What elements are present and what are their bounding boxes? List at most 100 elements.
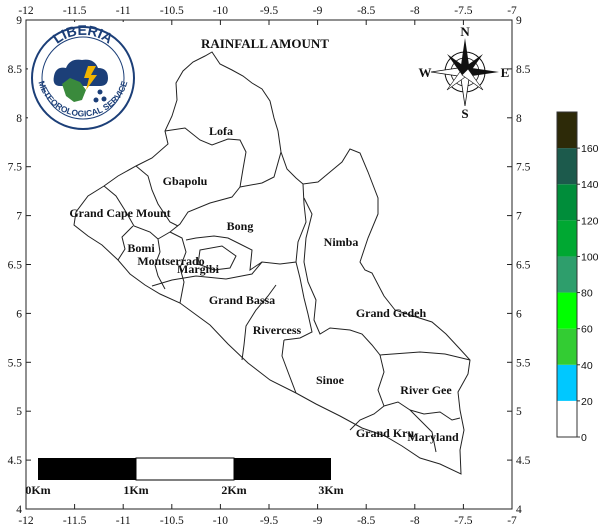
x-tick-label-top: -7.5 bbox=[454, 5, 472, 17]
y-tick-label-right: 6 bbox=[516, 308, 522, 320]
compass-north-label: N bbox=[460, 24, 470, 39]
county-label-grand-bassa: Grand Bassa bbox=[209, 293, 275, 307]
county-border bbox=[151, 261, 263, 287]
county-border bbox=[103, 185, 159, 240]
colorbar-segment bbox=[557, 148, 577, 185]
y-tick-label-right: 9 bbox=[516, 15, 522, 27]
logo-raindrop-icon bbox=[97, 89, 103, 95]
y-tick-label-left: 9 bbox=[16, 15, 22, 27]
county-border bbox=[409, 409, 461, 421]
county-label-sinoe: Sinoe bbox=[316, 373, 345, 387]
y-tick-label-left: 5 bbox=[16, 406, 22, 418]
rainfall-colorbar: 0 20 40 60 80 100 120 140 160 bbox=[556, 111, 599, 444]
county-border bbox=[185, 183, 307, 272]
county-label-bomi: Bomi bbox=[127, 241, 155, 255]
colorbar-label: 60 bbox=[581, 324, 593, 336]
x-tick-label-bottom: -9.5 bbox=[260, 515, 278, 527]
county-border bbox=[164, 127, 282, 188]
scale-label-1: 1Km bbox=[123, 483, 148, 497]
compass-south-label: S bbox=[461, 106, 468, 121]
y-tick-label-left: 6 bbox=[16, 308, 22, 320]
y-tick-label-right: 7.5 bbox=[516, 162, 531, 174]
county-label-nimba: Nimba bbox=[324, 235, 359, 249]
colorbar-segment bbox=[557, 184, 577, 221]
liberia-map bbox=[73, 51, 471, 475]
county-border bbox=[154, 238, 166, 290]
county-border bbox=[117, 225, 134, 261]
county-label-river-gee: River Gee bbox=[400, 383, 452, 397]
y-tick-label-right: 7 bbox=[516, 211, 522, 223]
scale-bar: 0Km 1Km 2Km 3Km bbox=[25, 457, 344, 497]
liberia-meteorological-service-logo: LIBERIA METEOROLOGICAL SERVICE bbox=[28, 22, 138, 134]
colorbar-segment bbox=[557, 292, 577, 329]
colorbar-label: 100 bbox=[581, 251, 599, 263]
county-border bbox=[377, 354, 385, 407]
county-border bbox=[135, 165, 179, 227]
county-label-grand-cape-mount: Grand Cape Mount bbox=[69, 206, 170, 220]
colorbar-label: 0 bbox=[581, 432, 587, 444]
y-tick-label-left: 4 bbox=[16, 504, 22, 516]
scale-label-3: 3Km bbox=[318, 483, 343, 497]
x-tick-label-bottom: -12 bbox=[18, 515, 34, 527]
county-label-grand-kru: Grand Kru bbox=[356, 426, 415, 440]
axis-ticks: -12 -12 -11.5 -11.5 -11 -11 -10.5 -10.5 -10 -10 -9… bbox=[8, 5, 531, 527]
y-tick-label-right: 8 bbox=[516, 113, 522, 125]
colorbar-label: 140 bbox=[581, 179, 599, 191]
x-tick-label-bottom: -9 bbox=[313, 515, 323, 527]
county-label-maryland: Maryland bbox=[407, 430, 459, 444]
x-tick-label-top: -9.5 bbox=[260, 5, 278, 17]
compass-north-arrow-icon bbox=[460, 38, 470, 72]
scale-label-0: 0Km bbox=[25, 483, 50, 497]
scale-label-2: 2Km bbox=[221, 483, 246, 497]
colorbar-segment bbox=[557, 400, 577, 437]
x-tick-label-bottom: -10.5 bbox=[160, 515, 184, 527]
colorbar-segment bbox=[557, 364, 577, 401]
colorbar-label: 120 bbox=[581, 215, 599, 227]
x-tick-label-bottom: -11.5 bbox=[63, 515, 87, 527]
colorbar-frame bbox=[556, 111, 578, 438]
county-border bbox=[169, 231, 187, 304]
y-tick-label-right: 5.5 bbox=[516, 357, 531, 369]
y-tick-label-left: 5.5 bbox=[8, 357, 23, 369]
x-tick-label-top: -10 bbox=[213, 5, 229, 17]
county-border bbox=[197, 245, 237, 271]
x-tick-label-top: -7 bbox=[507, 5, 517, 17]
compass-east-label: E bbox=[501, 65, 510, 80]
y-tick-label-left: 8.5 bbox=[8, 64, 23, 76]
y-tick-label-right: 8.5 bbox=[516, 64, 531, 76]
y-tick-label-left: 7 bbox=[16, 211, 22, 223]
colorbar-segment bbox=[557, 220, 577, 257]
x-tick-label-top: -8 bbox=[410, 5, 420, 17]
county-border bbox=[383, 401, 437, 453]
x-tick-label-bottom: -11 bbox=[116, 515, 131, 527]
x-tick-label-bottom: -8 bbox=[410, 515, 420, 527]
compass-rose: N S E W bbox=[419, 24, 510, 121]
colorbar-segment bbox=[557, 112, 577, 149]
county-label-rivercess: Rivercess bbox=[253, 323, 302, 337]
country-outline bbox=[73, 51, 471, 475]
x-tick-label-bottom: -10 bbox=[213, 515, 229, 527]
county-label-grand-gedeh: Grand Gedeh bbox=[356, 306, 427, 320]
colorbar-label: 80 bbox=[581, 288, 593, 300]
county-border bbox=[303, 197, 471, 361]
x-tick-label-top: -9 bbox=[313, 5, 323, 17]
county-border bbox=[241, 284, 277, 361]
county-label-montserrado: Montserrado bbox=[137, 254, 204, 268]
x-tick-label-top: -10.5 bbox=[160, 5, 184, 17]
map-title: RAINFALL AMOUNT bbox=[201, 36, 329, 51]
compass-west-label: W bbox=[419, 65, 432, 80]
county-border bbox=[281, 339, 297, 394]
county-label-margibi: Margibi bbox=[177, 262, 220, 276]
county-border bbox=[349, 405, 385, 431]
logo-lightning-icon bbox=[84, 66, 97, 90]
x-tick-label-top: -11.5 bbox=[63, 5, 87, 17]
county-border bbox=[283, 261, 313, 341]
colorbar-segment bbox=[557, 328, 577, 365]
colorbar-segment bbox=[557, 256, 577, 293]
y-tick-label-left: 6.5 bbox=[8, 260, 23, 272]
y-tick-label-left: 4.5 bbox=[8, 455, 23, 467]
county-label-bong: Bong bbox=[227, 219, 254, 233]
x-tick-label-bottom: -8.5 bbox=[357, 515, 375, 527]
logo-raindrop-icon bbox=[93, 97, 99, 103]
